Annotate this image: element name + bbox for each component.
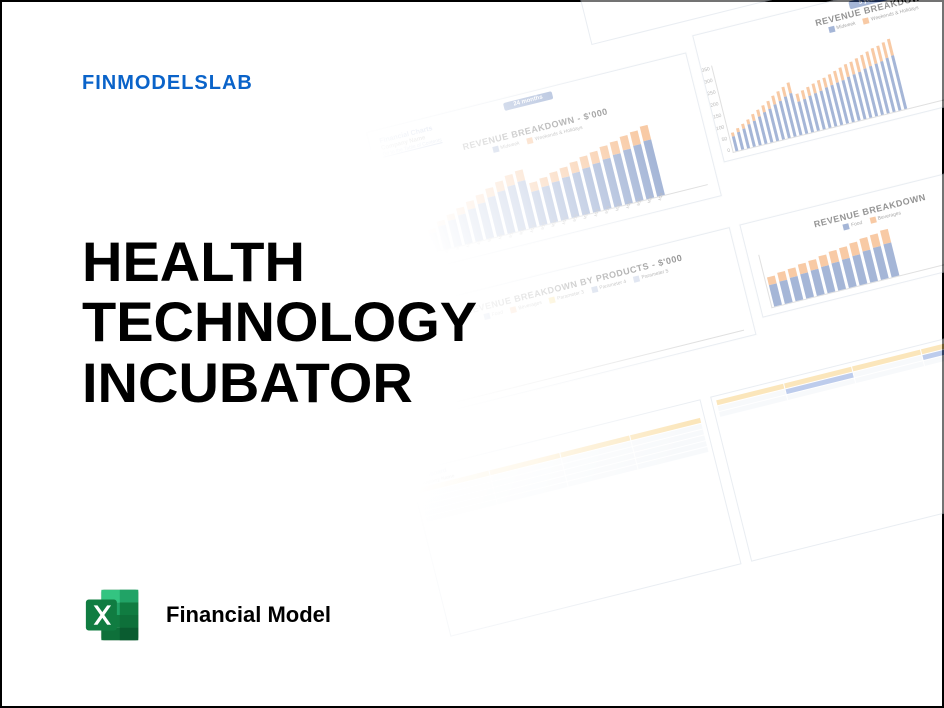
legend-revbrk2: FoodBeverages — [756, 189, 944, 253]
legend-rev5y: MidweekWeekends & Holidays — [709, 0, 944, 63]
chart-title-rev24: REVENUE BREAKDOWN - $'000 — [385, 87, 686, 171]
chart-panel-rev5y: 5 years REVENUE BREAKDOWN MidweekWeekend… — [692, 0, 944, 163]
headline-line-2: TECHNOLOGY — [82, 292, 477, 352]
brand-text: FINMODELSLAB — [82, 72, 253, 94]
panel-toc-link: Go to the Table of Contents — [382, 77, 682, 157]
brand-logo: FINMODELSLAB — [82, 72, 253, 95]
badge-5-years: 5 years — [848, 0, 889, 9]
panel-header: Financial Charts — [379, 64, 680, 145]
legend-rev24: MidweekWeekends & Holidays — [387, 99, 687, 180]
badge-24-months: 24 months — [503, 91, 553, 111]
dash-panel-top — [558, 0, 944, 45]
excel-icon — [82, 584, 144, 646]
bars-rev5y — [711, 0, 944, 153]
headline-line-3: INCUBATOR — [82, 353, 477, 413]
product-headline: HEALTH TECHNOLOGY INCUBATOR — [82, 232, 477, 413]
chart-title-rev5y: REVENUE BREAKDOWN — [706, 0, 944, 55]
dash-panel-bottom-right — [710, 310, 944, 562]
chart-title-revbrk2: REVENUE BREAKDOWN — [753, 177, 944, 244]
footer-label: Financial Model — [166, 602, 331, 628]
dash-panel-bottom-left: Dashboard Company Name — [409, 399, 741, 637]
bars-revbrk2 — [758, 198, 944, 309]
panel-company: Company Name — [381, 72, 681, 152]
footer: Financial Model — [82, 584, 331, 646]
chart-panel-revbrk2: REVENUE BREAKDOWN FoodBeverages — [739, 162, 944, 318]
headline-line-1: HEALTH — [82, 232, 477, 292]
